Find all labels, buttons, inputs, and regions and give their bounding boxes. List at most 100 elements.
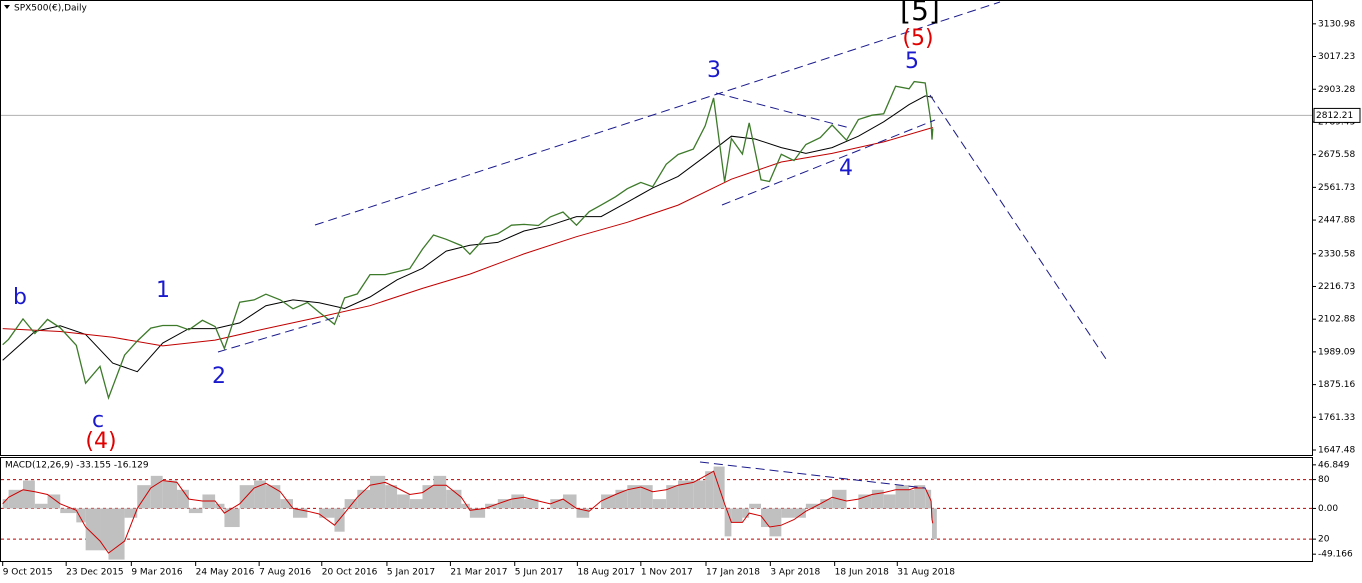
macd-bar [357, 489, 371, 509]
macd-bar [422, 485, 434, 509]
y-tick-label: 0.00 [1318, 504, 1338, 514]
macd-bar [108, 508, 125, 560]
x-tick-label: 5 Jan 2017 [387, 568, 435, 578]
wave-label: (5) [902, 26, 933, 51]
price-line [2, 80, 934, 401]
y-tick-label: 2675.58 [1318, 150, 1355, 160]
macd-bar [705, 471, 714, 509]
x-tick-label: 5 Jun 2017 [515, 568, 563, 578]
macd-bar [162, 480, 178, 509]
wave-label: 5 [905, 49, 919, 74]
macd-bar [914, 485, 926, 509]
y-tick-label: 2903.28 [1318, 85, 1355, 95]
macd-bar [319, 508, 335, 518]
macd-bar [100, 508, 109, 551]
macd-bar [239, 485, 255, 509]
signal-line [2, 470, 934, 554]
menu-arrow[interactable] [4, 5, 10, 9]
macd-bar [370, 475, 386, 509]
macd-bar [8, 489, 24, 509]
macd-bar [576, 508, 590, 518]
x-tick-label: 21 Mar 2017 [450, 568, 507, 578]
plot-layer [1, 80, 1312, 560]
trendline [715, 92, 851, 129]
macd-bar [23, 480, 35, 509]
macd-bar [615, 489, 628, 509]
y-tick-label: 1875.16 [1318, 380, 1355, 390]
macd-bar [188, 508, 203, 514]
wave-label: 1 [156, 278, 170, 303]
macd-bar [280, 499, 293, 509]
y-tick-label: -49.166 [1318, 550, 1353, 560]
macd-bar [215, 503, 225, 509]
macd-bar [909, 489, 915, 509]
y-tick-label: 46.849 [1318, 460, 1350, 470]
macd-bar [150, 475, 163, 509]
macd-bar [446, 489, 462, 509]
y-tick-label: 2216.73 [1318, 282, 1355, 292]
y-tick-label: 3130.98 [1318, 19, 1355, 29]
macd-bar [469, 508, 486, 518]
y-tick-label: 2330.58 [1318, 249, 1355, 259]
y-tick-label: 2561.73 [1318, 183, 1355, 193]
macd-bar [497, 499, 512, 509]
macd-bar [932, 508, 937, 540]
y-tick-label: 1647.48 [1318, 446, 1355, 456]
last-price-box [1313, 107, 1361, 123]
macd-bar [344, 499, 358, 509]
macd-bar [781, 508, 795, 518]
macd-bar [254, 480, 266, 509]
macd-bar [177, 489, 189, 509]
macd-bar [292, 508, 308, 518]
macd-bar [124, 508, 138, 518]
macd-bar [76, 508, 86, 523]
macd-bar [640, 485, 653, 509]
macd-bar [409, 499, 423, 509]
macd-bar [627, 485, 641, 509]
y-tick-label: 20 [1318, 535, 1330, 545]
macd-bar [761, 508, 770, 528]
macd-bar [524, 499, 539, 509]
macd-bar [871, 489, 884, 509]
wave-label: 2 [212, 364, 226, 389]
macd-bar [562, 494, 577, 509]
x-tick-label: 1 Nov 2017 [641, 568, 693, 578]
macd-bar [601, 494, 616, 509]
macd-bar [769, 508, 782, 537]
wave-label: b [13, 285, 27, 310]
macd-title: MACD(12,26,9) -33.155 -16.129 [5, 461, 149, 471]
macd-bar [461, 503, 470, 509]
macd-bar [895, 485, 910, 509]
x-tick-label: 24 May 2016 [196, 568, 255, 578]
wave-label: 4 [839, 156, 853, 181]
macd-bar [550, 499, 563, 509]
y-tick-label: 2447.88 [1318, 216, 1355, 226]
x-tick-label: 17 Jan 2018 [706, 568, 760, 578]
y-tick-label: 80 [1318, 475, 1330, 485]
macd-bar [693, 480, 706, 509]
moving-average [2, 127, 933, 347]
macd-bar [883, 494, 896, 509]
wave-label: c [92, 408, 104, 433]
macd-bar [433, 475, 447, 509]
macd-bar [652, 499, 667, 509]
last-price-label: 2812.21 [1316, 111, 1353, 121]
moving-average [2, 95, 933, 373]
trendline [929, 94, 1109, 363]
wave-label: [5] [900, 0, 940, 27]
macd-bar [805, 503, 821, 509]
macd-panel [0, 457, 1313, 562]
y-tick-label: 2102.88 [1318, 315, 1355, 325]
macd-bar [678, 480, 694, 509]
macd-bar [820, 499, 833, 509]
macd-bar [731, 508, 743, 523]
x-tick-label: 7 Aug 2016 [259, 568, 311, 578]
macd-bar [794, 508, 806, 518]
x-tick-label: 18 Aug 2017 [577, 568, 635, 578]
trendline [217, 315, 341, 353]
x-tick-label: 9 Oct 2015 [3, 568, 53, 578]
price-panel [0, 0, 1313, 456]
macd-bar [742, 508, 750, 518]
x-tick-label: 20 Oct 2016 [322, 568, 378, 578]
